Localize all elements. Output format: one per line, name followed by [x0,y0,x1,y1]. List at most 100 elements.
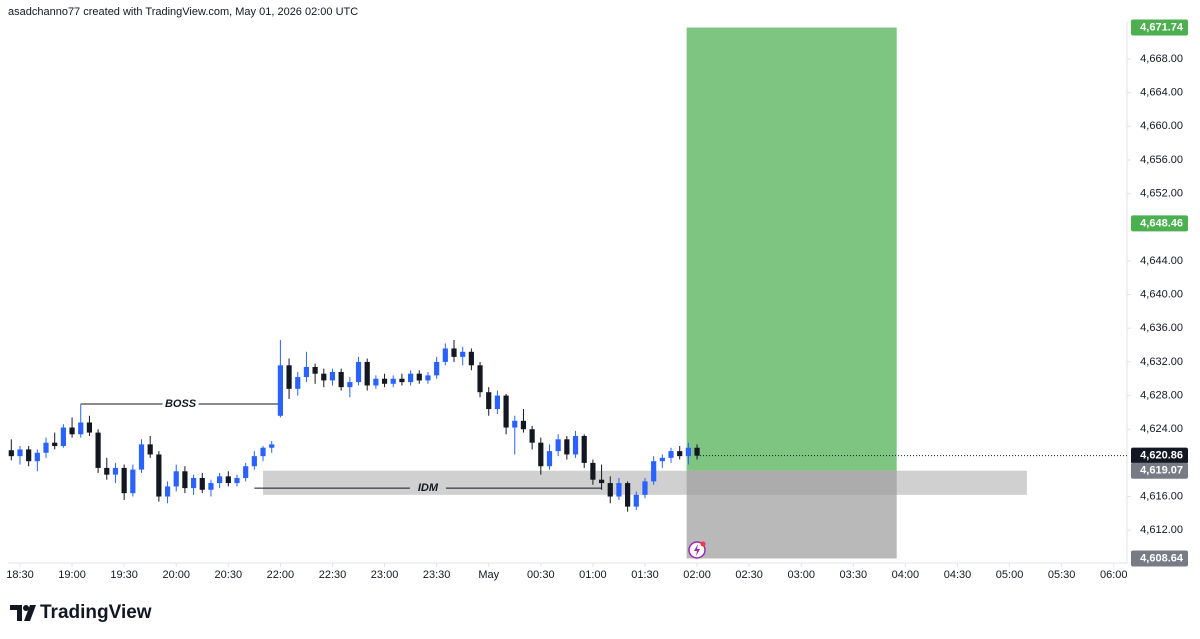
candle-body [486,392,492,410]
candle-body [381,378,388,384]
x-tick-label: 23:30 [423,569,451,581]
x-tick-label: 04:30 [944,569,972,581]
x-tick-label: 05:30 [1048,569,1076,581]
candle-body [607,483,613,497]
candle-body [43,442,49,453]
candle-body [104,467,110,475]
candle-body [399,378,405,383]
candle-body [659,457,665,462]
candle-body [694,447,700,456]
x-tick-label: 06:00 [1100,569,1128,581]
x-tick-label: 22:00 [267,569,295,581]
candle-body [303,366,310,378]
candle-body [651,461,657,482]
candle-body [503,395,509,428]
candle-body [251,456,257,467]
candle-body [494,395,501,410]
x-tick-label: 20:30 [215,569,243,581]
brand-name: TradingView [40,602,152,623]
candle-body [642,481,648,495]
y-tick-label: 4,668.00 [1140,53,1183,65]
price-label-bg [1131,447,1188,464]
brand-logo [10,605,36,621]
x-tick-label: 03:00 [787,569,815,581]
candle-body [321,373,327,381]
y-tick-label: 4,612.00 [1140,524,1183,536]
x-tick-label: 20:00 [162,569,190,581]
y-tick-label: 4,644.00 [1140,255,1183,267]
candle-body [286,365,292,389]
candle-body [625,483,631,507]
y-tick-label: 4,652.00 [1140,188,1183,200]
stop-box [686,470,897,559]
price-label: 4,671.74 [1140,21,1184,33]
y-tick-label: 4,628.00 [1140,389,1183,401]
candle-body [451,348,457,357]
x-tick-label: 19:30 [110,569,138,581]
price-label-bg [1131,462,1188,479]
x-tick-label: 02:00 [683,569,711,581]
x-tick-label: 01:00 [579,569,607,581]
candle-body [95,432,101,468]
y-tick-label: 4,616.00 [1140,490,1183,502]
candle-body [442,348,448,362]
candle-body [677,451,683,457]
candle-body [182,471,188,489]
target-box [686,27,897,471]
candle-body [78,422,84,435]
y-tick-label: 4,656.00 [1140,154,1183,166]
candle-body [130,469,136,494]
candle-body [520,420,527,430]
candle-body [164,486,171,497]
x-tick-label: 18:30 [6,569,34,581]
candle-body [373,378,379,386]
x-tick-label: 23:00 [371,569,399,581]
header-text: asadchanno77 created with TradingView.co… [8,6,358,18]
y-tick-label: 4,660.00 [1140,120,1183,132]
annotation-label: IDM [418,482,439,494]
candle-body [364,361,370,386]
candle-body [138,444,145,470]
candle-body [69,427,75,435]
candle-body [295,377,301,389]
candle-body [8,450,14,457]
candle-body [147,444,153,455]
candle-body [338,372,344,388]
y-tick-label: 4,624.00 [1140,423,1183,435]
candle-body [260,447,266,457]
candle-body [425,375,431,381]
candle-body [86,422,93,433]
x-tick-label: 05:00 [996,569,1024,581]
candle-body [199,478,205,490]
candle-body [173,471,179,487]
plot: BOSS IDM 4,612.00 4,616.00 4,624.00 4,628.00 4… [6,19,1188,581]
candle-body [668,451,674,458]
candle-body [121,467,127,494]
candle-body [590,462,596,480]
candle-body [217,476,223,484]
candle-body [416,373,422,381]
candle-body [190,478,197,489]
candle-body [529,429,535,443]
x-tick-label: 03:30 [840,569,868,581]
price-label: 4,619.07 [1140,465,1183,477]
candle-body [156,454,162,497]
price-label-bg [1131,215,1188,232]
y-tick-label: 4,632.00 [1140,356,1183,368]
candle-body [685,447,691,457]
candle-body [277,365,283,416]
candle-body [225,476,231,484]
candle-body [60,427,66,447]
x-tick-label: 00:30 [527,569,555,581]
candle-body [555,439,561,452]
candle-body [546,451,553,467]
candle-body [581,435,587,463]
candle-body [468,351,474,366]
x-tick-label: May [478,569,499,581]
price-label: 4,648.46 [1140,217,1183,229]
candle-body [460,351,466,357]
candle-body [269,444,275,448]
candle-body [243,466,249,479]
